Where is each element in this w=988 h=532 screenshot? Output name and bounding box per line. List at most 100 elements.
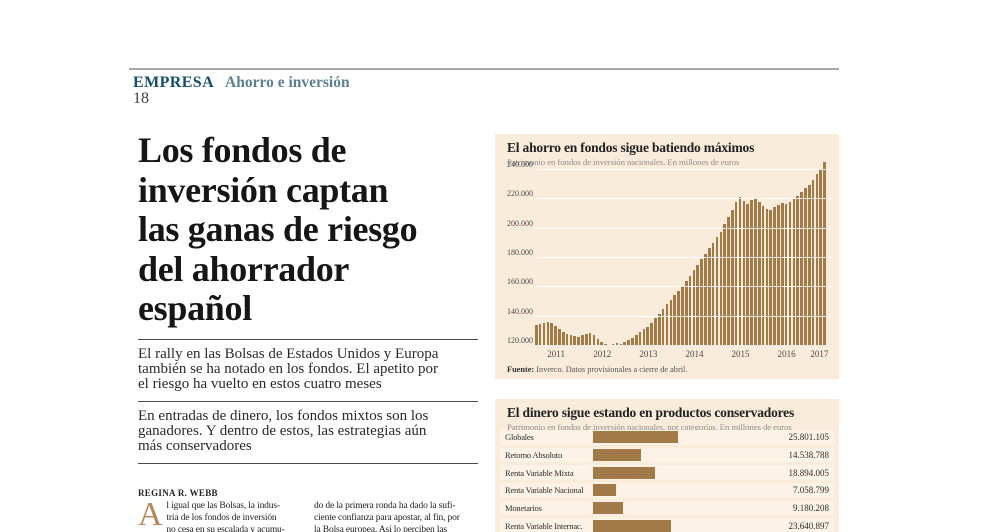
chart1-subtitle: Patrimonio en fondos de inversión nacion…	[507, 157, 740, 167]
month-bar	[642, 329, 646, 346]
month-bar	[650, 322, 653, 346]
month-bar	[588, 333, 592, 346]
chart2-subtitle: Patrimonio en fondos de inversión nacion…	[507, 422, 792, 432]
month-bar	[750, 200, 753, 346]
category-label: Renta Variable Mixta	[505, 467, 574, 478]
month-bar	[669, 299, 673, 346]
category-label: Monetarios	[505, 503, 542, 513]
month-bar	[784, 204, 788, 346]
month-bar	[538, 323, 542, 346]
month-bar	[727, 216, 730, 346]
gridline	[535, 286, 831, 288]
category-value: 7.058.799	[793, 485, 829, 496]
x-axis-year-label: 2014	[685, 349, 704, 359]
month-bar	[550, 323, 553, 346]
category-value: 14.538.788	[788, 449, 830, 460]
month-bar	[711, 243, 715, 346]
masthead-rule	[129, 68, 839, 70]
month-bar	[581, 335, 584, 346]
month-bar	[815, 174, 819, 346]
section-label: EMPRESA	[133, 74, 215, 91]
month-bar	[800, 192, 803, 346]
month-bar	[757, 202, 761, 346]
month-bar	[631, 337, 634, 346]
month-bar	[707, 248, 711, 346]
category-value: 25.801.105	[788, 432, 830, 443]
month-bar	[584, 333, 588, 346]
category-row: Monetarios 9.180.208	[500, 500, 834, 516]
masthead: EMPRESA Ahorro e inversión	[133, 74, 350, 92]
x-axis-year-label: 2012	[593, 349, 612, 359]
month-bar	[577, 336, 580, 346]
gridline	[535, 257, 831, 259]
category-row: Renta Variable Nacional 7.058.799	[500, 483, 834, 498]
month-bar	[742, 200, 746, 346]
byline: REGINA R. WEBB	[138, 488, 218, 498]
month-bar	[569, 334, 573, 346]
chart1-plot-area: 240.000 220.000 200.000 180.000 160.000 140.0…	[507, 161, 831, 346]
gridline	[535, 345, 831, 346]
month-bar	[638, 331, 642, 346]
month-bar	[704, 253, 707, 346]
chart1-x-axis: 2011 2012 2013 2014 2015 2016 2017	[535, 349, 829, 360]
chart2-title: El dinero sigue estando en productos con…	[507, 405, 795, 420]
month-bar	[646, 326, 650, 346]
month-bar	[623, 342, 626, 346]
month-bar	[573, 335, 577, 346]
month-bar	[804, 188, 807, 346]
gridline	[535, 169, 831, 171]
month-bar	[692, 270, 696, 346]
category-row: Renta Variable Mixta 18.894.005	[500, 465, 834, 480]
page-number: 18	[133, 90, 149, 107]
month-bar	[754, 197, 757, 346]
chart1-bars	[535, 161, 827, 346]
month-bar	[792, 198, 796, 346]
y-axis-tick-label: 200.000	[507, 218, 533, 228]
gridline	[535, 198, 831, 200]
month-bar	[542, 322, 546, 346]
category-bar	[593, 502, 623, 514]
month-bar	[561, 331, 565, 346]
chart1-source: Fuente: Inverco. Datos provisionales a c…	[507, 365, 687, 374]
category-label: Retorno Absoluto	[505, 449, 563, 460]
chart2-rows: Globales 25.801.105 Retorno Absoluto 14.538…	[495, 430, 839, 532]
month-bar	[723, 224, 726, 346]
month-bar	[719, 231, 723, 346]
month-bar	[807, 184, 811, 346]
category-bar	[593, 448, 641, 461]
month-bar	[658, 313, 661, 346]
category-row: Globales 25.801.105	[500, 430, 834, 445]
month-bar	[700, 259, 703, 346]
month-bar	[684, 280, 688, 346]
subsection-label: Ahorro e inversión	[225, 74, 350, 91]
standfirst-1: El rally en las Bolsas de Estados Unidos…	[138, 339, 478, 401]
month-bar	[596, 338, 600, 346]
body-column-2-text: do de la primera ronda ha dado la sufi- …	[314, 501, 460, 532]
category-value: 23.640.897	[788, 520, 830, 531]
month-bar	[738, 197, 742, 346]
chart-panel-categories: El dinero sigue estando en productos con…	[495, 399, 839, 532]
category-value: 18.894.005	[788, 467, 830, 478]
month-bar	[811, 179, 815, 346]
month-bar	[765, 208, 769, 346]
month-bar	[600, 342, 603, 346]
x-axis-year-label: 2017	[810, 349, 829, 359]
month-bar	[788, 201, 792, 346]
month-bar	[769, 209, 773, 346]
month-bar	[761, 205, 765, 346]
category-label: Globales	[505, 432, 534, 443]
chart1-source-label: Fuente:	[507, 365, 535, 374]
category-row: Retorno Absoluto 14.538.788	[500, 447, 834, 463]
article-deck: El rally en las Bolsas de Estados Unidos…	[138, 339, 478, 464]
category-value: 9.180.208	[793, 503, 829, 513]
category-bar	[593, 519, 671, 532]
month-bar	[665, 304, 669, 346]
month-bar	[677, 290, 680, 346]
month-bar	[634, 334, 638, 346]
body-column-2: do de la primera ronda ha dado la sufi- …	[314, 500, 481, 532]
category-label: Renta Variable Internac.	[505, 520, 583, 531]
month-bar	[558, 328, 561, 346]
month-bar	[554, 325, 557, 346]
